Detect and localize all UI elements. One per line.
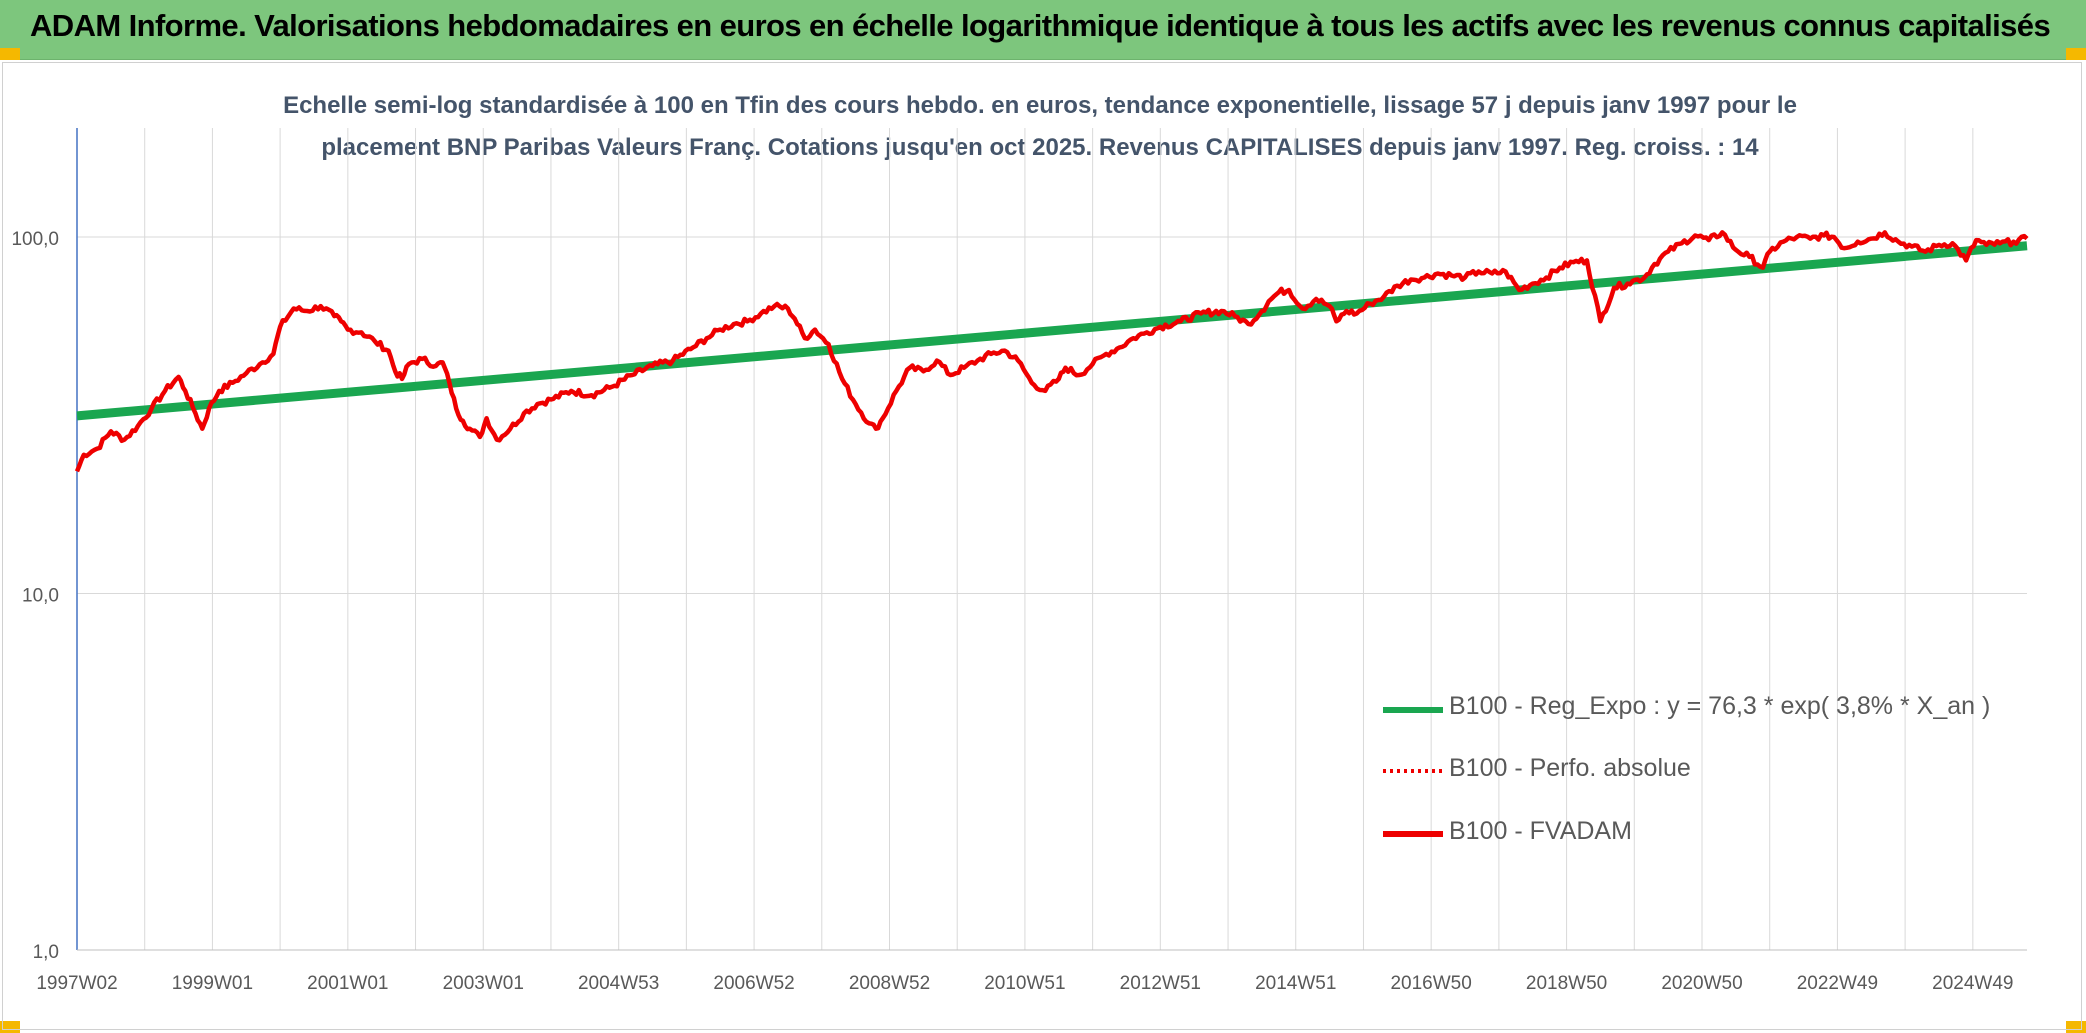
x-tick-label: 2001W01 [307,973,388,994]
x-tick-label: 2020W50 [1661,973,1742,994]
banner: ADAM Informe. Valorisations hebdomadaire… [0,0,2086,60]
chart-subtitle-line-2: placement BNP Paribas Valeurs Franç. Cot… [321,134,1759,161]
x-tick-label: 1997W02 [36,973,117,994]
y-tick-label: 10,0 [22,586,59,607]
x-tick-label: 1999W01 [172,973,253,994]
series-regression-line [76,241,2028,421]
y-tick-label: 1,0 [33,942,59,963]
x-tick-label: 2010W51 [984,973,1065,994]
x-tick-label: 2016W50 [1390,973,1471,994]
x-tick-label: 2012W51 [1120,973,1201,994]
x-tick-label: 2008W52 [849,973,930,994]
x-tick-label: 2006W52 [713,973,794,994]
corner-mark-right [2066,48,2086,60]
legend-label-regression: B100 - Reg_Expo : y = 76,3 * exp( 3,8% *… [1449,692,1991,720]
page-title: ADAM Informe. Valorisations hebdomadaire… [30,8,2051,43]
x-tick-label: 2024W49 [1932,973,2013,994]
chart-frame [2,62,2082,1030]
corner-mark-left [0,48,20,60]
corner-mark-bottom-left [0,1021,20,1033]
x-tick-label: 2003W01 [443,973,524,994]
x-tick-label: 2004W53 [578,973,659,994]
series-fvadam-line [74,230,2029,473]
y-tick-label: 100,0 [11,229,59,250]
legend-label-perfo: B100 - Perfo. absolue [1449,754,1691,782]
legend-label-fvadam: B100 - FVADAM [1449,817,1632,845]
chart-subtitle-line-1: Echelle semi-log standardisée à 100 en T… [283,92,1797,119]
x-tick-label: 2022W49 [1797,973,1878,994]
x-tick-label: 2018W50 [1526,973,1607,994]
x-tick-label: 2014W51 [1255,973,1336,994]
